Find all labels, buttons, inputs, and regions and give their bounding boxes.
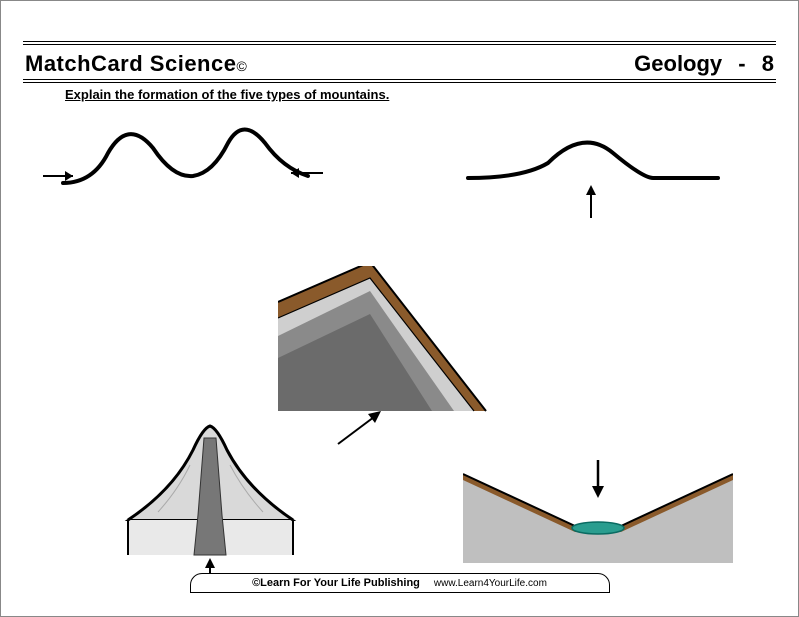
diagram-volcanic-mountain [118, 420, 303, 585]
diagram-fault-block-mountain [278, 266, 488, 446]
brand-title: MatchCard Science© [25, 51, 247, 77]
diagrams-area [23, 108, 776, 578]
copyright-mark: © [236, 58, 247, 74]
top-rule [23, 41, 776, 45]
header: MatchCard Science© Geology - 8 [23, 47, 776, 79]
arrow-up-icon [586, 185, 596, 218]
diagram-dome-mountain [463, 123, 723, 223]
footer: ©Learn For Your Life Publishing www.Lear… [190, 573, 610, 593]
brand-text: MatchCard Science [25, 51, 236, 76]
subject-block: Geology - 8 [634, 51, 774, 77]
prompt-text: Explain the formation of the five types … [65, 87, 776, 102]
publisher-text: ©Learn For Your Life Publishing [252, 577, 420, 589]
separator: - [728, 51, 755, 76]
subject-text: Geology [634, 51, 722, 76]
under-header-rule [23, 79, 776, 83]
page-number: 8 [762, 51, 774, 76]
arrow-up-diagonal-icon [338, 411, 381, 444]
worksheet-page: MatchCard Science© Geology - 8 Explain t… [23, 41, 776, 596]
publisher-url: www.Learn4YourLife.com [434, 578, 547, 589]
diagram-erosion-mountain [463, 458, 733, 568]
arrow-down-icon [592, 460, 604, 498]
diagram-fold-mountain [43, 118, 323, 213]
arrow-left-icon [43, 171, 73, 181]
